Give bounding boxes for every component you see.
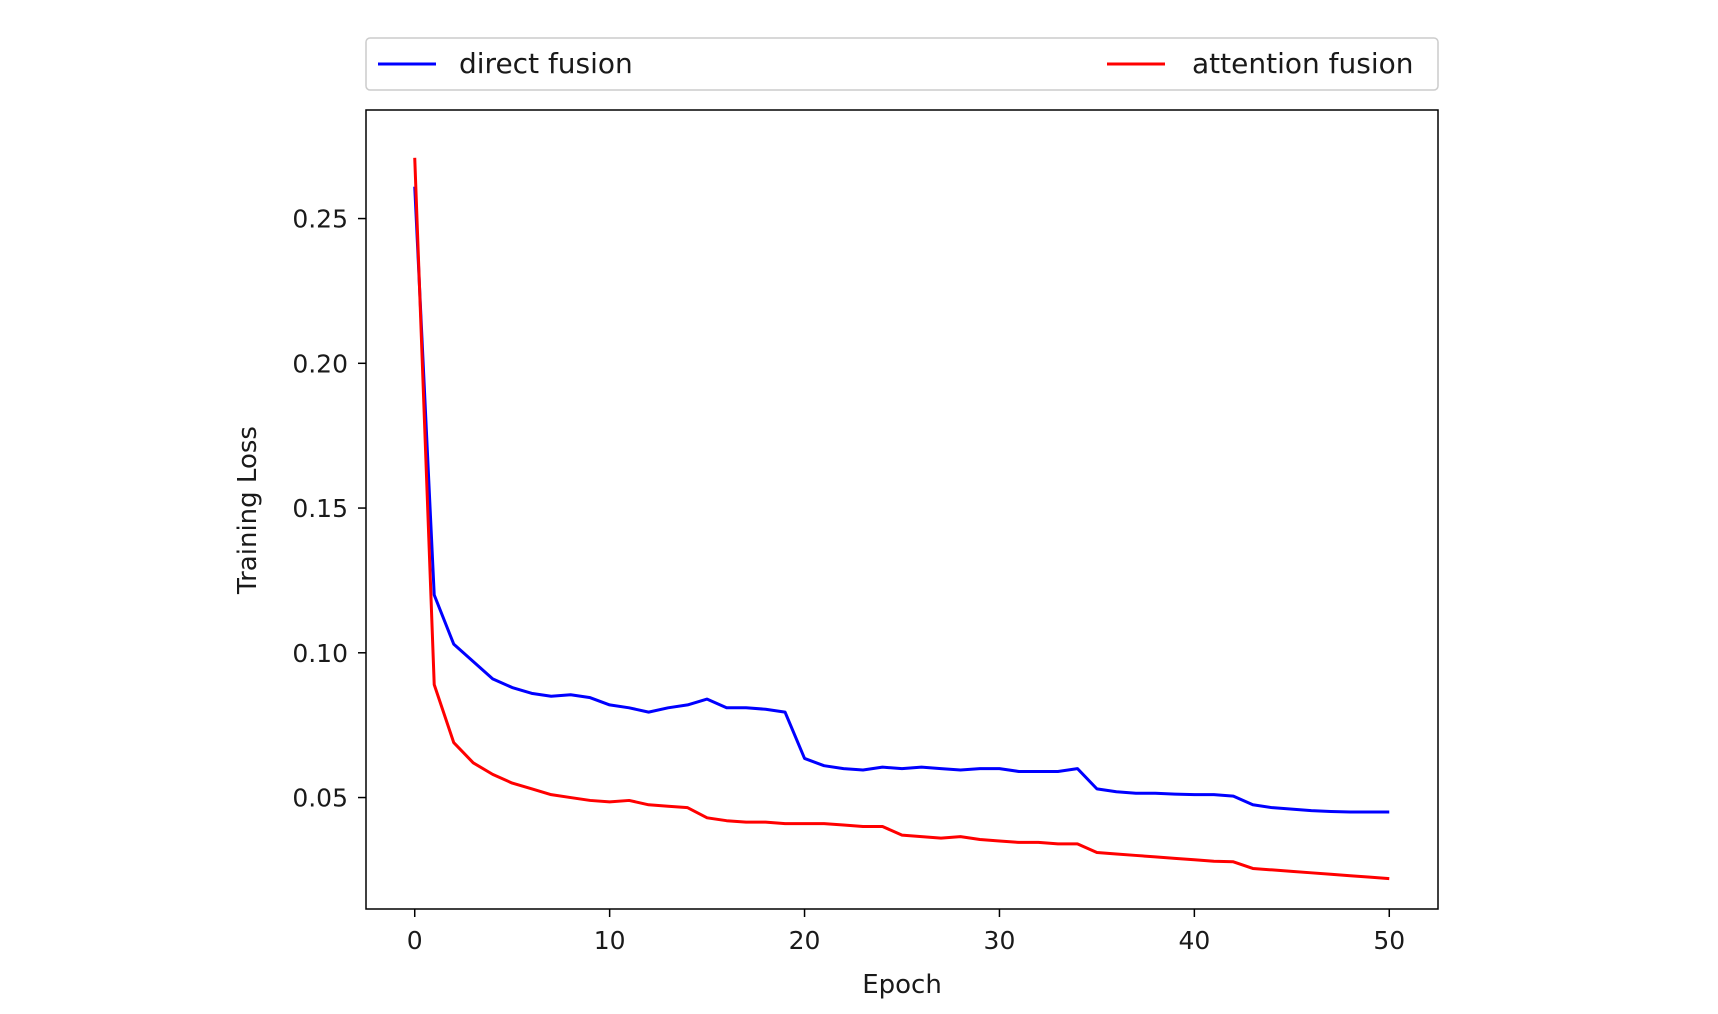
- y-tick-label: 0.15: [292, 494, 348, 523]
- y-axis-ticks: 0.05 0.10 0.15 0.20 0.25: [292, 205, 366, 813]
- y-axis-label: Training Loss: [233, 426, 263, 595]
- series-line-direct-fusion: [413, 186, 1390, 814]
- legend: direct fusion attention fusion: [365, 37, 1439, 91]
- plot-frame: [365, 109, 1439, 910]
- x-tick-label: 0: [407, 926, 423, 955]
- y-tick-label: 0.10: [292, 639, 348, 668]
- x-axis-ticks: 0 10 20 30 40 50: [407, 909, 1405, 955]
- legend-box: [365, 37, 1439, 91]
- x-tick-label: 20: [789, 926, 821, 955]
- y-tick-label: 0.20: [292, 349, 348, 378]
- legend-label-direct-fusion: direct fusion: [459, 47, 633, 80]
- y-tick-label: 0.25: [292, 205, 348, 234]
- x-tick-label: 50: [1373, 926, 1405, 955]
- series-layer: [413, 157, 1390, 881]
- x-tick-label: 40: [1178, 926, 1210, 955]
- plot-area: 0 10 20 30 40 50 0.05 0.10 0.15 0.20 0.25: [292, 109, 1439, 955]
- x-tick-label: 30: [984, 926, 1016, 955]
- x-axis-label: Epoch: [862, 970, 942, 1000]
- x-tick-label: 10: [594, 926, 626, 955]
- series-line-attention-fusion: [413, 157, 1390, 881]
- legend-label-attention-fusion: attention fusion: [1192, 47, 1413, 80]
- y-tick-label: 0.05: [292, 784, 348, 813]
